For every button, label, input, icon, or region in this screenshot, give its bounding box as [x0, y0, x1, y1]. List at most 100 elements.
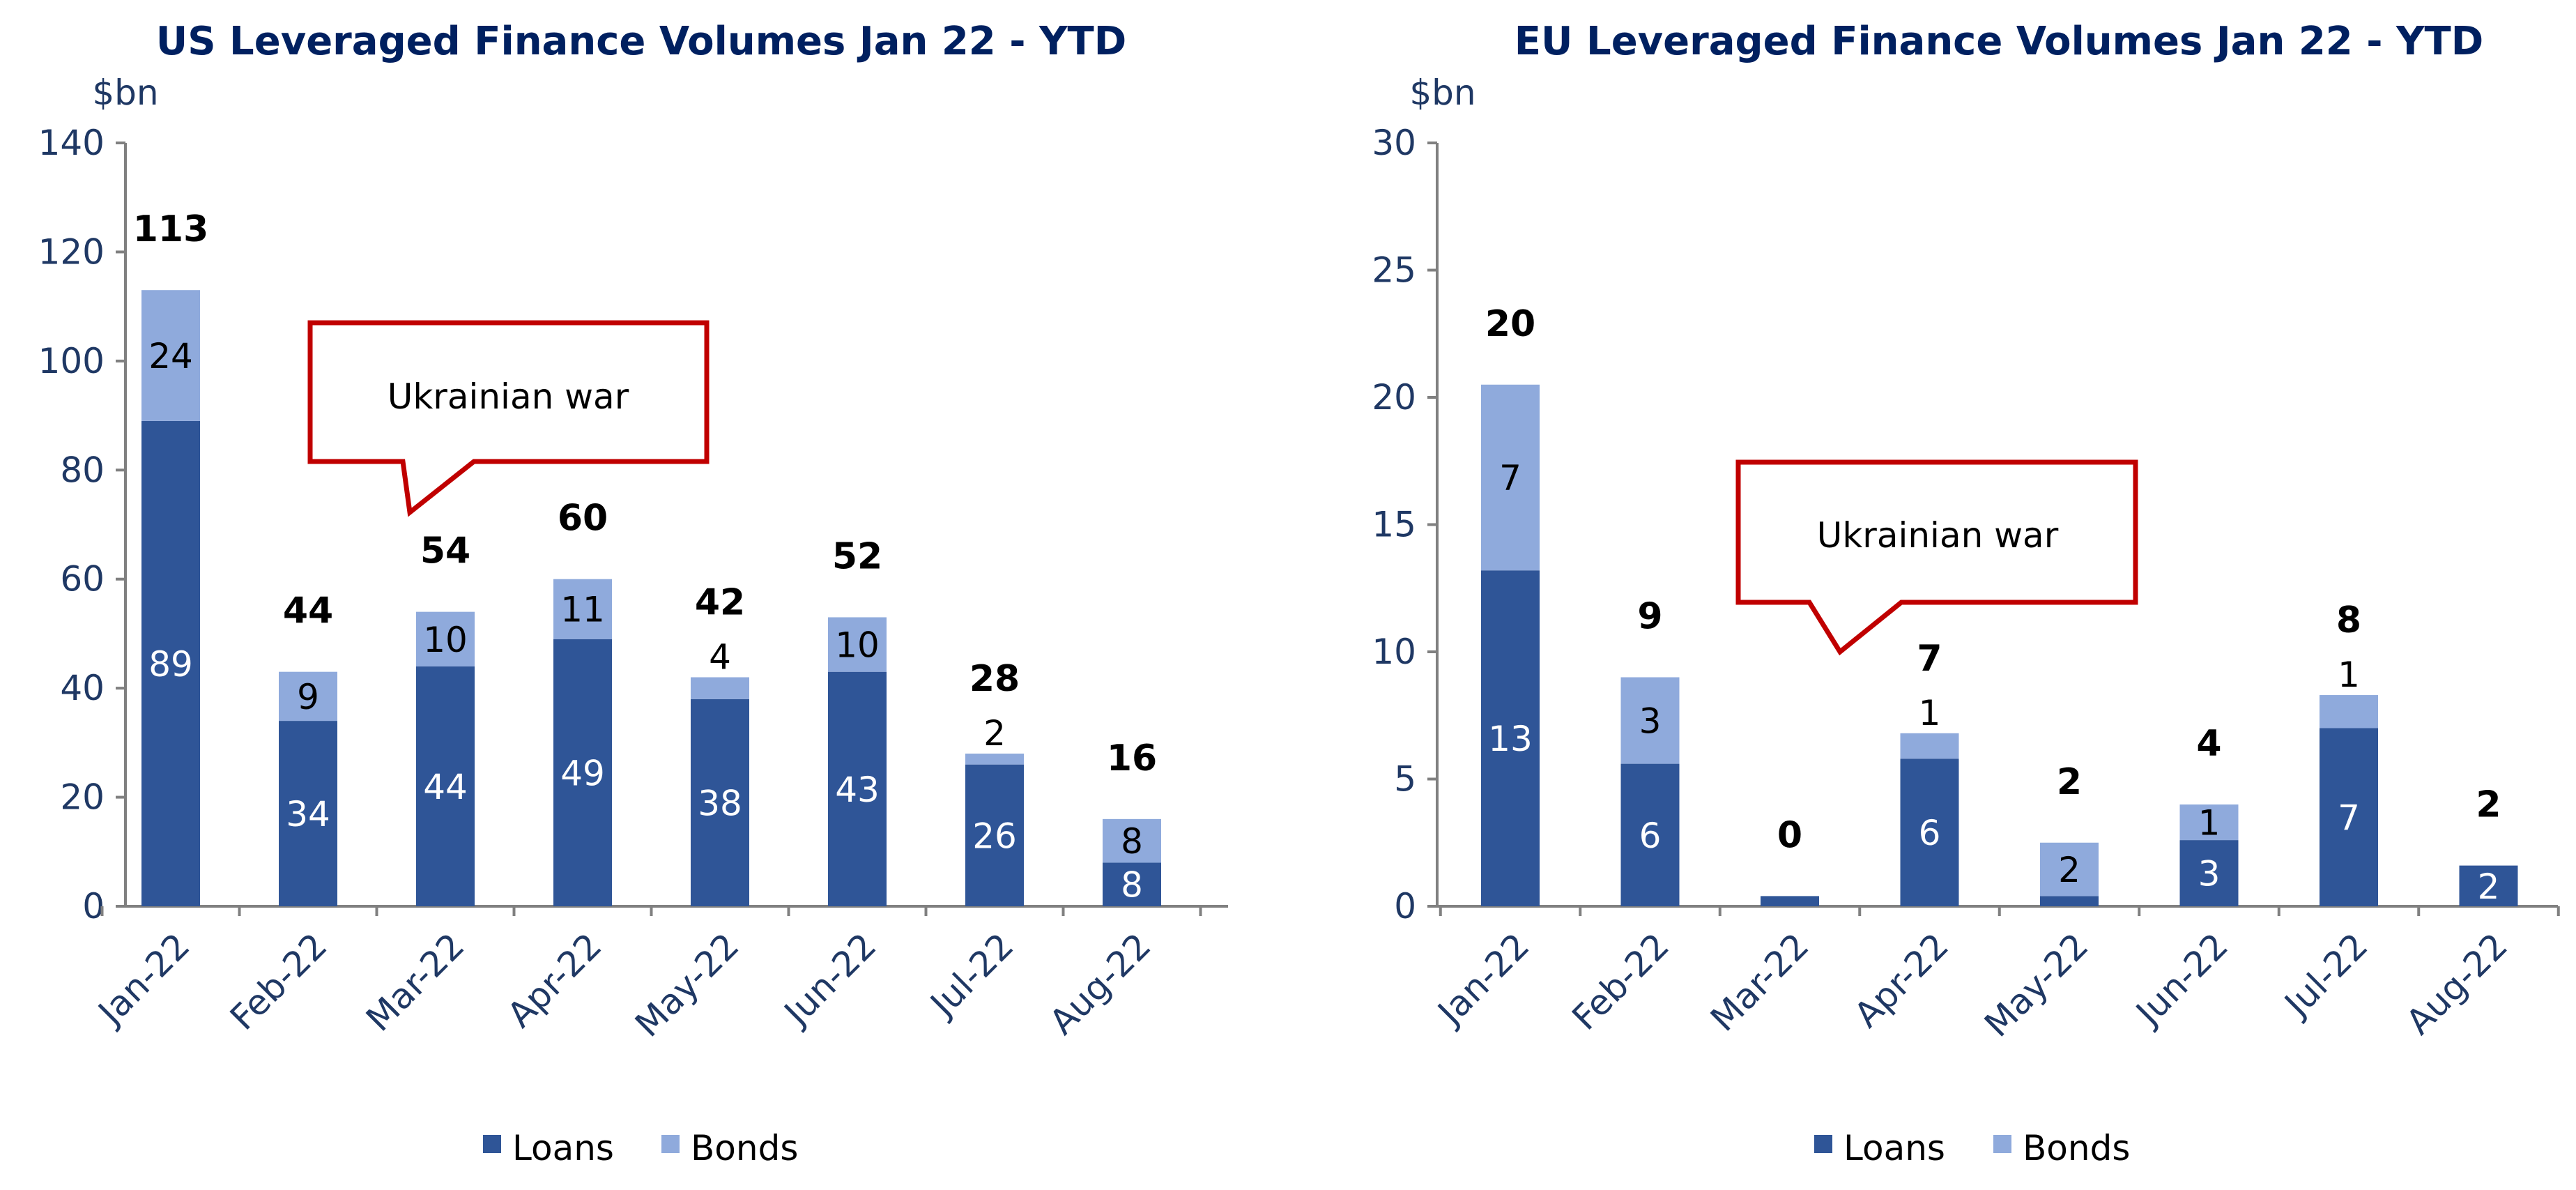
- eu-x-tick-label: Jun-22: [2127, 925, 2236, 1034]
- us-legend-bonds-swatch: [661, 1135, 680, 1153]
- us-bar-loans: [828, 671, 887, 906]
- us-total-data-label: 54: [420, 531, 470, 572]
- eu-x-tick-label: Aug-22: [2398, 925, 2515, 1042]
- us-total-data-label: 44: [283, 590, 333, 632]
- us-bonds-data-label: 10: [835, 625, 880, 666]
- us-callout-text: Ukrainian war: [388, 376, 629, 417]
- us-bonds-data-label: 2: [983, 713, 1006, 754]
- eu-bar-loans: [1620, 763, 1680, 906]
- us-total-data-label: 16: [1107, 738, 1157, 779]
- eu-bar-bonds: [2040, 842, 2099, 897]
- us-loans-data-label: 26: [972, 816, 1017, 856]
- us-y-tick-label: 60: [60, 559, 105, 600]
- us-bar-loans: [416, 666, 475, 906]
- eu-loans-data-label: 7: [2338, 798, 2360, 838]
- eu-bar-bonds: [1900, 733, 1959, 759]
- eu-y-tick-label: 15: [1372, 505, 1416, 545]
- eu-x-tick-label: Feb-22: [1565, 925, 1677, 1037]
- eu-bar-bonds: [1481, 384, 1540, 571]
- us-callout-box: [307, 320, 710, 517]
- us-y-axis-label: $bn: [92, 73, 158, 113]
- eu-total-data-label: 9: [1637, 596, 1662, 638]
- eu-total-data-label: 4: [2196, 723, 2221, 765]
- eu-legend: Loans Bonds: [1814, 1128, 2130, 1168]
- us-y-tick-label: 120: [38, 231, 105, 272]
- us-legend-bonds-label: Bonds: [691, 1128, 798, 1168]
- us-total-data-label: 52: [832, 535, 882, 577]
- us-y-tick-label: 40: [60, 668, 105, 708]
- eu-bar-bonds: [2179, 804, 2239, 841]
- eu-total-data-label: 0: [1777, 814, 1802, 856]
- us-total-data-label: 60: [558, 498, 608, 540]
- us-bar-bonds: [965, 754, 1024, 765]
- eu-bar-loans: [2179, 840, 2239, 906]
- eu-x-tick-label: Jan-22: [1429, 925, 1537, 1033]
- eu-callout: Ukrainian war: [1735, 459, 2138, 656]
- us-loans-data-label: 8: [1121, 865, 1143, 906]
- us-loans-data-label: 89: [148, 644, 193, 685]
- eu-y-axis-label: $bn: [1409, 73, 1475, 113]
- eu-bar-bonds: [1620, 677, 1680, 764]
- us-loans-data-label: 34: [286, 794, 330, 834]
- us-bar-loans: [279, 721, 337, 906]
- us-total-data-label: 113: [133, 208, 209, 250]
- eu-y-tick-label: 20: [1372, 377, 1416, 418]
- us-bonds-data-label: 10: [423, 620, 468, 660]
- eu-y-tick-label: 30: [1372, 123, 1416, 163]
- us-total-data-label: 42: [695, 582, 745, 624]
- eu-bar-loans: [1900, 758, 1959, 906]
- us-bar-bonds: [828, 617, 887, 672]
- us-x-tick-label: Jun-22: [775, 925, 884, 1034]
- eu-bar-loans: [2459, 865, 2518, 906]
- us-loans-data-label: 43: [835, 770, 880, 810]
- us-x-tick-label: Apr-22: [500, 925, 610, 1035]
- eu-bar-loans: [1481, 570, 1540, 906]
- us-bar-bonds: [416, 611, 475, 666]
- eu-legend-loans-swatch: [1814, 1135, 1832, 1153]
- us-y-tick-label: 20: [60, 777, 105, 818]
- eu-bars: [1481, 384, 2518, 906]
- us-loans-data-label: 38: [698, 783, 742, 823]
- eu-chart-title: EU Leveraged Finance Volumes Jan 22 - YT…: [1515, 19, 2483, 64]
- eu-y-tick-label: 0: [1394, 886, 1416, 926]
- us-x-tick-label: Feb-22: [222, 925, 335, 1037]
- us-callout: Ukrainian war: [307, 320, 710, 517]
- us-legend-loans-swatch: [483, 1135, 501, 1153]
- eu-total-data-label: 8: [2336, 600, 2361, 641]
- eu-labels: 13 7 20 6 3 9 0 6 1 7 2 2 3 1 4 7 1 8 2 2: [1485, 303, 2501, 907]
- eu-bar-loans: [1761, 896, 1819, 906]
- us-bar-bonds: [553, 579, 612, 639]
- us-total-data-label: 28: [969, 658, 1020, 700]
- eu-legend-bonds-label: Bonds: [2023, 1128, 2130, 1168]
- eu-bonds-data-label: 1: [2338, 655, 2360, 695]
- eu-total-data-label: 7: [1917, 638, 1942, 680]
- us-x-tick-label: May-22: [627, 925, 746, 1044]
- us-bonds-data-label: 24: [148, 336, 193, 376]
- eu-loans-data-label: 13: [1488, 719, 1533, 759]
- us-bonds-data-label: 4: [709, 637, 731, 678]
- us-x-tick-label: Aug-22: [1042, 925, 1159, 1042]
- us-x-tick-label: Jul-22: [921, 925, 1022, 1025]
- us-x-tick-label: Mar-22: [358, 925, 472, 1039]
- eu-x-tick-label: May-22: [1977, 925, 2096, 1044]
- us-bar-bonds: [691, 677, 749, 699]
- eu-loans-data-label: 6: [1639, 816, 1662, 856]
- eu-bonds-data-label: 7: [1499, 458, 1521, 498]
- us-bar-loans: [553, 639, 612, 906]
- eu-bonds-data-label: 3: [1639, 701, 1662, 742]
- eu-legend-loans-label: Loans: [1843, 1128, 1945, 1168]
- eu-bonds-data-label: 1: [1919, 693, 1941, 733]
- eu-y-tick-label: 5: [1394, 759, 1416, 800]
- us-bar-loans: [1103, 862, 1161, 906]
- eu-callout-box: [1735, 459, 2138, 656]
- us-loans-data-label: 44: [423, 767, 468, 807]
- eu-y-tick-label: 10: [1372, 632, 1416, 672]
- us-bar-loans: [141, 420, 200, 906]
- us-legend-loans-label: Loans: [512, 1128, 614, 1168]
- us-x-tick-label: Jan-22: [89, 925, 197, 1033]
- us-bonds-data-label: 8: [1121, 821, 1143, 862]
- eu-legend-bonds-swatch: [1993, 1135, 2011, 1153]
- eu-loans-data-label: 2: [2478, 867, 2500, 907]
- eu-loans-data-label: 6: [1919, 813, 1941, 853]
